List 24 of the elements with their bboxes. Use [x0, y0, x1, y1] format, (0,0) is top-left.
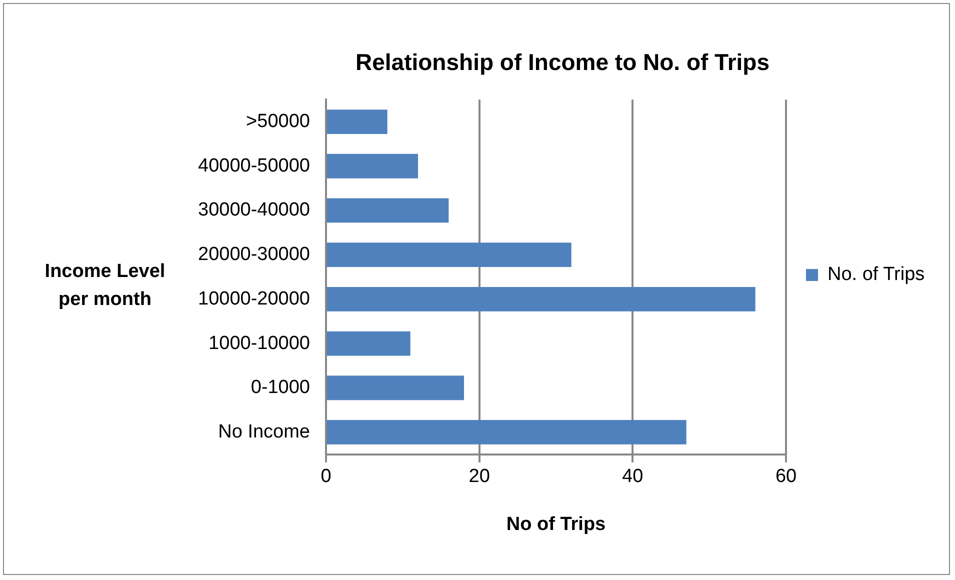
- x-tick-label: 20: [468, 466, 490, 488]
- bar: [326, 331, 410, 356]
- y-tick-label: >50000: [246, 111, 310, 132]
- legend-label: No. of Trips: [828, 264, 925, 286]
- x-tick-label: 40: [622, 466, 644, 488]
- y-tick-label: No Income: [218, 421, 310, 442]
- x-tick-label: 0: [320, 466, 332, 488]
- y-tick-label: 10000-20000: [198, 288, 310, 310]
- x-axis-title: No of Trips: [506, 514, 606, 535]
- bar: [326, 154, 418, 178]
- y-tick-label: 30000-40000: [198, 200, 310, 221]
- chart-title: Relationship of Income to No. of Trips: [355, 49, 770, 76]
- y-tick-label: 40000-50000: [198, 155, 310, 176]
- bar: [326, 198, 449, 223]
- y-tick-label: 0-1000: [250, 377, 310, 398]
- x-tick-label: 60: [775, 466, 797, 488]
- bar: [326, 376, 464, 400]
- bar: [326, 420, 686, 444]
- y-axis-title: Income Level per month: [44, 260, 166, 312]
- y-tick-label: 20000-30000: [198, 244, 310, 266]
- bar: [326, 242, 572, 268]
- bar: [326, 286, 756, 312]
- y-tick-label: 1000-10000: [208, 332, 310, 354]
- bar: [326, 110, 388, 134]
